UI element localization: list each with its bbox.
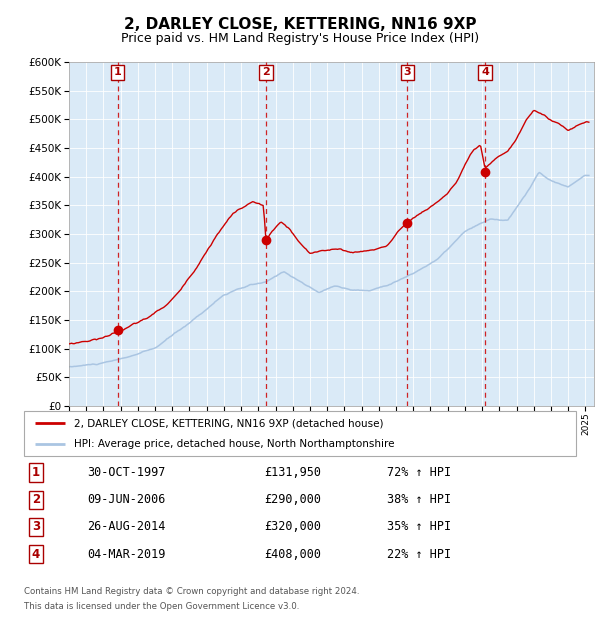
FancyBboxPatch shape <box>24 411 576 456</box>
Text: 38% ↑ HPI: 38% ↑ HPI <box>387 494 451 506</box>
Text: 3: 3 <box>32 521 40 533</box>
Text: 1: 1 <box>32 466 40 479</box>
Text: 22% ↑ HPI: 22% ↑ HPI <box>387 548 451 560</box>
Text: This data is licensed under the Open Government Licence v3.0.: This data is licensed under the Open Gov… <box>24 602 299 611</box>
Text: 2, DARLEY CLOSE, KETTERING, NN16 9XP: 2, DARLEY CLOSE, KETTERING, NN16 9XP <box>124 17 476 32</box>
Text: HPI: Average price, detached house, North Northamptonshire: HPI: Average price, detached house, Nort… <box>74 438 394 449</box>
Text: 3: 3 <box>403 68 411 78</box>
Text: 1: 1 <box>114 68 122 78</box>
Text: Price paid vs. HM Land Registry's House Price Index (HPI): Price paid vs. HM Land Registry's House … <box>121 32 479 45</box>
Text: 35% ↑ HPI: 35% ↑ HPI <box>387 521 451 533</box>
Text: 2: 2 <box>262 68 270 78</box>
Text: 4: 4 <box>481 68 489 78</box>
Text: 2, DARLEY CLOSE, KETTERING, NN16 9XP (detached house): 2, DARLEY CLOSE, KETTERING, NN16 9XP (de… <box>74 418 383 428</box>
Text: 04-MAR-2019: 04-MAR-2019 <box>87 548 166 560</box>
Text: 09-JUN-2006: 09-JUN-2006 <box>87 494 166 506</box>
Text: 2: 2 <box>32 494 40 506</box>
Text: £290,000: £290,000 <box>264 494 321 506</box>
Text: 72% ↑ HPI: 72% ↑ HPI <box>387 466 451 479</box>
Text: 4: 4 <box>32 548 40 560</box>
Text: Contains HM Land Registry data © Crown copyright and database right 2024.: Contains HM Land Registry data © Crown c… <box>24 587 359 596</box>
Text: £408,000: £408,000 <box>264 548 321 560</box>
Text: £320,000: £320,000 <box>264 521 321 533</box>
Text: 30-OCT-1997: 30-OCT-1997 <box>87 466 166 479</box>
Text: £131,950: £131,950 <box>264 466 321 479</box>
Text: 26-AUG-2014: 26-AUG-2014 <box>87 521 166 533</box>
